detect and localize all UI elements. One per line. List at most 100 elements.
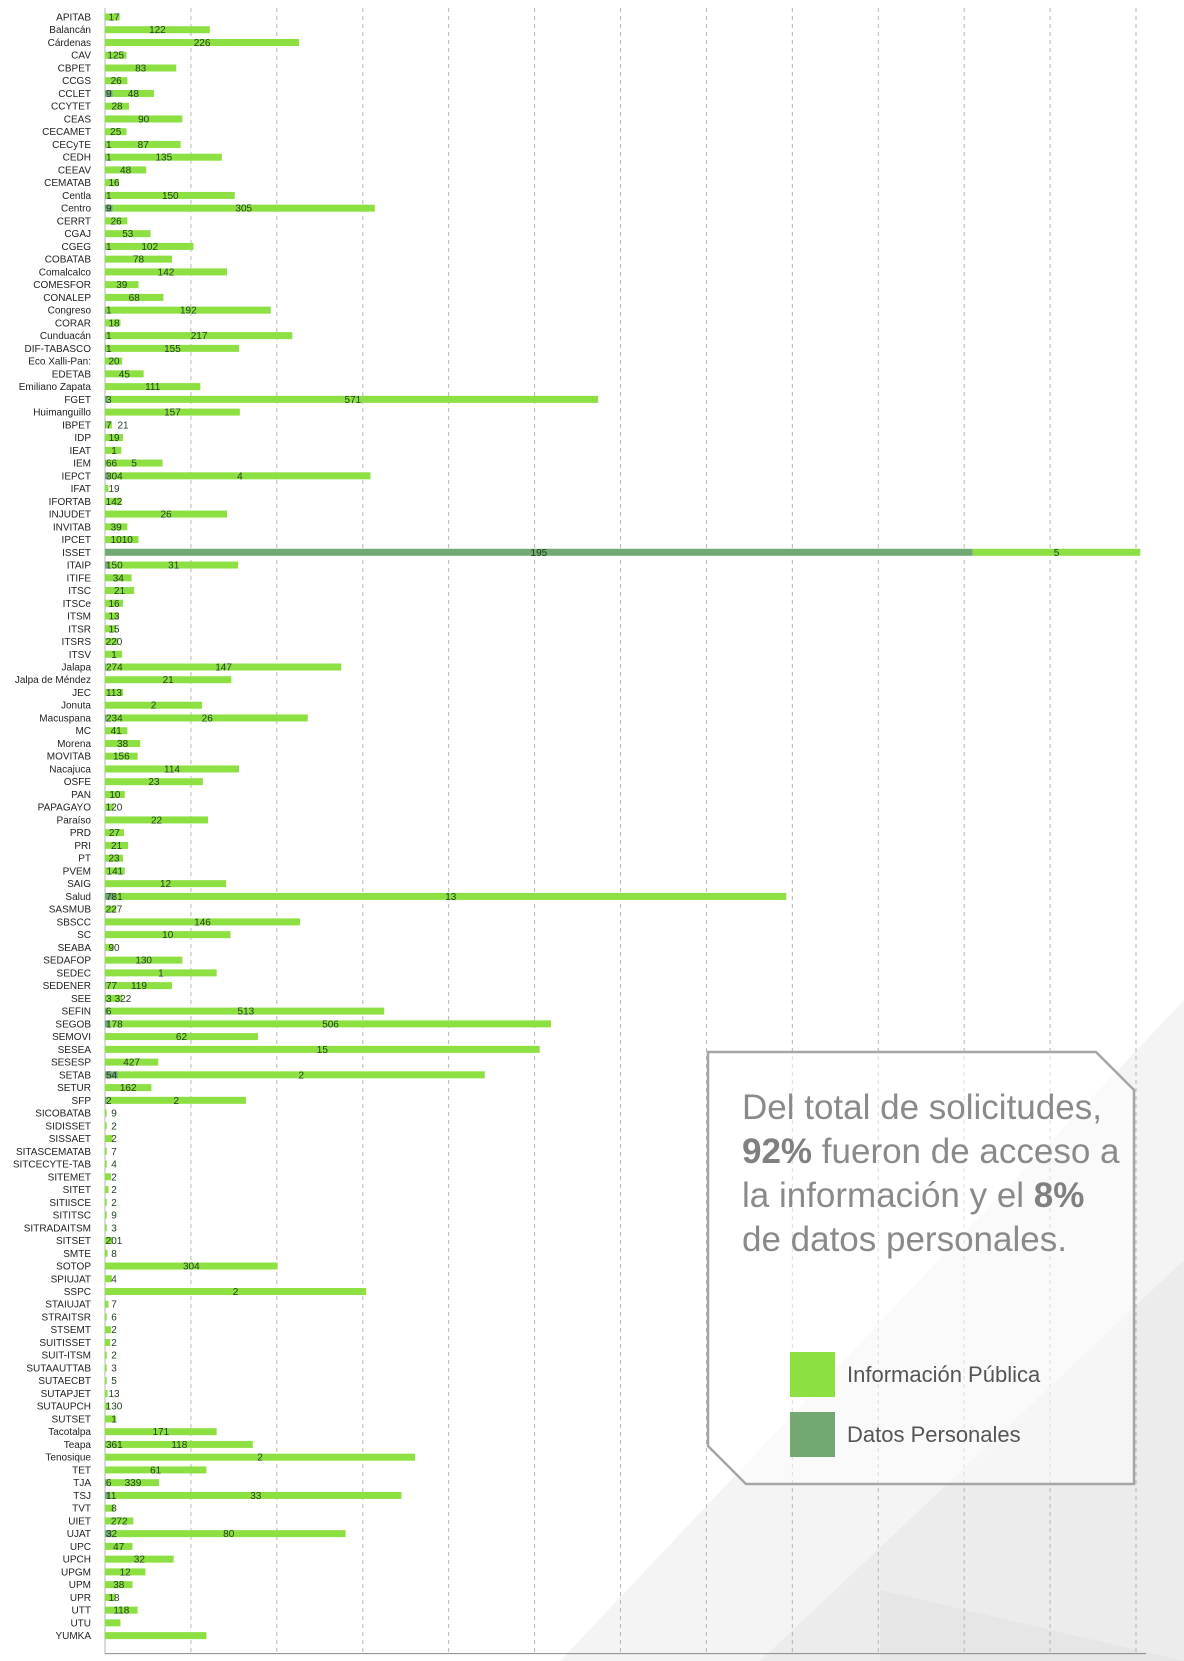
bar-informacion-publica [105,867,125,875]
bar-informacion-publica [105,293,164,301]
bar-informacion-publica [972,548,1141,556]
bar-informacion-publica [105,727,128,735]
bar-datos-personales [105,191,106,199]
category-label: SSPC [64,1287,91,1298]
bar-informacion-publica [112,89,154,97]
bar-datos-personales [105,561,110,569]
category-label: COMESFOR [33,280,91,291]
bar-datos-personales [105,548,973,556]
data-label-informacion-publica: 227 [106,905,123,916]
data-label-informacion-publica: 27 [109,828,121,839]
data-label-informacion-publica: 162 [120,1083,137,1094]
category-label: CCGS [62,76,91,87]
data-label-informacion-publica: 22 [151,815,163,826]
category-label: UTT [72,1606,91,1617]
category-label: ITSR [68,624,91,635]
bar-informacion-publica [105,739,141,747]
category-label: TSJ [73,1491,91,1502]
data-label-informacion-publica: 272 [111,1516,128,1527]
bar-informacion-publica [105,1211,107,1219]
bar-informacion-publica [107,395,599,403]
data-label-informacion-publica: 15 [108,624,120,635]
bar-informacion-publica [105,38,300,46]
category-label: ITAIP [67,561,92,572]
category-label: SETAB [59,1070,91,1081]
bar-datos-personales [105,1479,107,1487]
bar-informacion-publica [105,1313,107,1321]
data-label-datos-personales: 9 [106,89,112,100]
bar-informacion-publica [105,663,342,671]
bar-informacion-publica [105,587,135,595]
bar-informacion-publica [105,1084,152,1092]
data-label-informacion-publica: 21 [111,841,123,852]
data-label-informacion-publica: 118 [113,1606,129,1617]
data-label-informacion-publica: 26 [111,216,123,227]
data-label-informacion-publica: 31 [168,561,180,572]
data-label-informacion-publica: 339 [125,1478,142,1489]
category-label: SUTAPJET [41,1389,91,1400]
summary-note: Del total de solicitudes, 92% fueron de … [742,1086,1122,1262]
data-label-informacion-publica: 3 [111,1363,117,1374]
bar-informacion-publica [105,1147,107,1155]
data-label-informacion-publica: 13 [445,892,457,903]
data-label-informacion-publica: 2 [174,1096,180,1107]
data-label-datos-personales: 3 [106,994,112,1005]
category-label: CGAJ [64,229,91,240]
category-label: SEE [71,994,91,1005]
data-label-informacion-publica: 4 [111,1160,117,1171]
data-label-informacion-publica: 9 [111,1109,117,1120]
bar-informacion-publica [105,306,271,314]
data-label-informacion-publica: 48 [120,165,132,176]
bar-informacion-publica [105,510,228,518]
bar-informacion-publica [105,803,114,811]
category-label: CCLET [58,89,91,100]
data-label-informacion-publica: 4 [111,1274,117,1285]
data-label-informacion-publica: 90 [108,943,120,954]
data-label-informacion-publica: 1010 [111,535,134,546]
data-label-informacion-publica: 41 [111,726,123,737]
category-label: Emiliano Zapata [19,382,92,393]
bar-datos-personales [105,714,107,722]
data-label-informacion-publica: 4 [237,471,243,482]
category-label: Congreso [48,306,92,317]
bar-informacion-publica [105,217,128,225]
bar-informacion-publica [110,1020,551,1028]
note-part3: de datos personales. [742,1220,1067,1259]
data-label-informacion-publica: 102 [141,242,158,253]
category-label: CECAMET [42,127,91,138]
category-label: JEC [72,688,91,699]
category-label: IEPCT [62,471,91,482]
data-label-informacion-publica: 21 [114,586,126,597]
category-label: MC [75,726,91,737]
bar-informacion-publica [105,128,127,136]
bar-informacion-publica [105,1415,117,1423]
bar-informacion-publica [110,1491,402,1499]
bar-informacion-publica [105,574,132,582]
note-pct-personal: 8% [1033,1176,1085,1215]
category-label: UJAT [67,1529,91,1540]
category-label: CGEG [62,242,92,253]
bar-informacion-publica [105,179,119,187]
bar-informacion-publica [105,344,240,352]
data-label-datos-personales: 9 [106,204,112,215]
category-label: SITRADAITSM [24,1223,91,1234]
data-label-informacion-publica: 113 [106,688,122,699]
bar-informacion-publica [105,446,122,454]
data-label-informacion-publica: 322 [115,994,132,1005]
data-label-informacion-publica: 111 [145,382,161,393]
data-label-informacion-publica: 2 [111,1338,117,1349]
data-label-informacion-publica: 135 [156,153,173,164]
category-label: SITSET [56,1236,91,1247]
data-label-informacion-publica: 10 [162,930,174,941]
data-label-informacion-publica: 6 [111,1312,117,1323]
category-label: SITEMET [48,1172,91,1183]
bar-informacion-publica [105,1275,112,1283]
bar-informacion-publica [112,204,375,212]
category-label: SITITSC [53,1211,91,1222]
data-label-datos-personales: 3 [106,395,112,406]
bar-datos-personales [105,472,110,480]
bar-informacion-publica [105,1606,138,1614]
data-label-informacion-publica: 26 [202,713,214,724]
bar-informacion-publica [105,1632,207,1640]
